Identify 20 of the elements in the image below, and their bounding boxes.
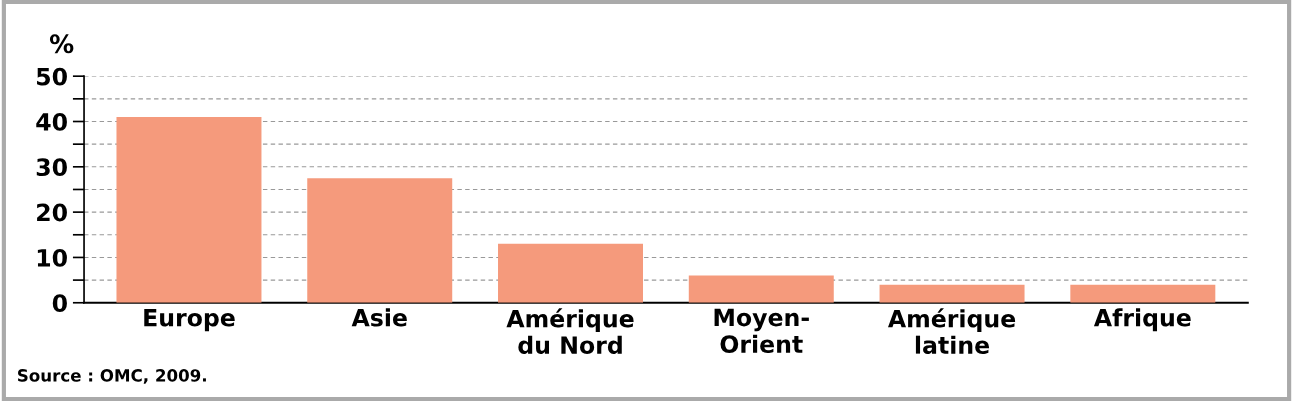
x-tick-label: Asie	[351, 308, 407, 327]
bar	[879, 284, 1025, 303]
y-tick-label: 30	[36, 158, 67, 177]
y-tick-label: 0	[52, 294, 67, 313]
y-tick-label: 50	[37, 67, 67, 86]
x-tick-label: Europe	[144, 309, 235, 332]
y-axis-title: %	[49, 34, 74, 54]
bar	[498, 243, 643, 303]
y-tick-label: 10	[37, 248, 67, 267]
bar	[116, 116, 262, 303]
bar	[307, 178, 453, 303]
x-tick-label: Moyen- Orient	[714, 308, 809, 354]
x-tick-label: Amérique du Nord	[506, 308, 634, 354]
y-tick-label: 20	[37, 203, 67, 222]
bar	[688, 275, 834, 303]
x-tick-label: Afrique	[1093, 308, 1191, 332]
source-note: Source : OMC, 2009.	[18, 369, 206, 384]
bar	[1070, 284, 1216, 303]
y-tick-label: 40	[36, 112, 67, 131]
x-tick-label: Amérique latine	[887, 308, 1016, 354]
